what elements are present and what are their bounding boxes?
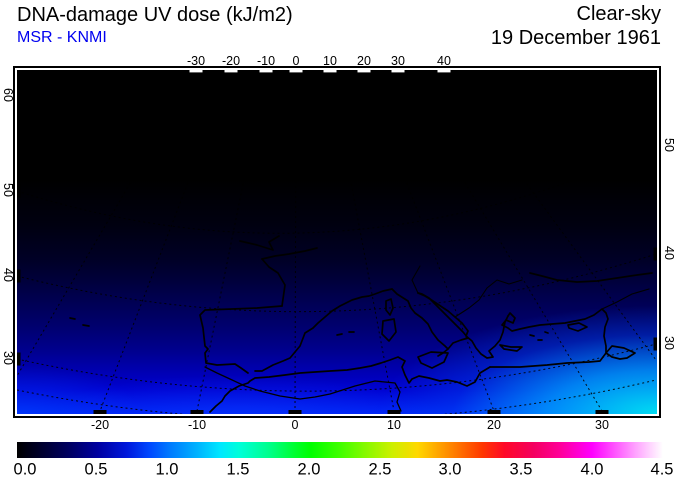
- condition-label: Clear-sky: [576, 3, 661, 25]
- colorbar-label: 1.5: [226, 460, 250, 479]
- top-axis-label: -10: [256, 54, 276, 68]
- top-axis-label: 40: [437, 54, 451, 68]
- left-axis-label: 50: [1, 183, 15, 197]
- right-axis-label: 30: [662, 336, 676, 350]
- colorbar-label: 0.5: [84, 460, 108, 479]
- bottom-axis-label: -10: [187, 418, 207, 432]
- bottom-axis-label: -20: [90, 418, 110, 432]
- top-axis-label: 20: [357, 54, 371, 68]
- top-axis-label: 30: [391, 54, 405, 68]
- right-axis-label: 50: [662, 138, 676, 152]
- left-axis-label: 60: [1, 88, 15, 102]
- data-source-label: MSR - KNMI: [17, 29, 107, 46]
- bottom-axis-label: 0: [291, 418, 299, 432]
- colorbar-label: 1.0: [155, 460, 179, 479]
- top-axis-label: -30: [186, 54, 206, 68]
- colorbar-label: 3.5: [509, 460, 533, 479]
- colorbar-label: 0.0: [13, 460, 37, 479]
- top-axis-label: 10: [323, 54, 337, 68]
- left-axis-label: 30: [1, 351, 15, 365]
- right-axis-label: 40: [662, 246, 676, 260]
- bottom-axis-label: 10: [387, 418, 401, 432]
- graticule-lines: [17, 70, 657, 414]
- top-axis-label: -20: [221, 54, 241, 68]
- date-label: 19 December 1961: [490, 27, 661, 49]
- colorbar-label: 4.5: [650, 460, 674, 479]
- map-overlay: [17, 70, 657, 414]
- colorbar: [17, 442, 663, 458]
- colorbar-label: 2.0: [297, 460, 321, 479]
- bottom-axis-label: 20: [487, 418, 501, 432]
- colorbar-label: 3.0: [438, 460, 462, 479]
- top-axis-label: 0: [292, 54, 300, 68]
- uv-dose-heatmap: [17, 70, 657, 414]
- coastlines: [69, 235, 653, 413]
- axis-tick-marks: [17, 70, 657, 414]
- colorbar-label: 2.5: [368, 460, 392, 479]
- left-axis-label: 40: [1, 268, 15, 282]
- colorbar-label: 4.0: [580, 460, 604, 479]
- page-title: DNA-damage UV dose (kJ/m2): [17, 4, 293, 26]
- map-frame: [13, 66, 661, 418]
- bottom-axis-label: 30: [595, 418, 609, 432]
